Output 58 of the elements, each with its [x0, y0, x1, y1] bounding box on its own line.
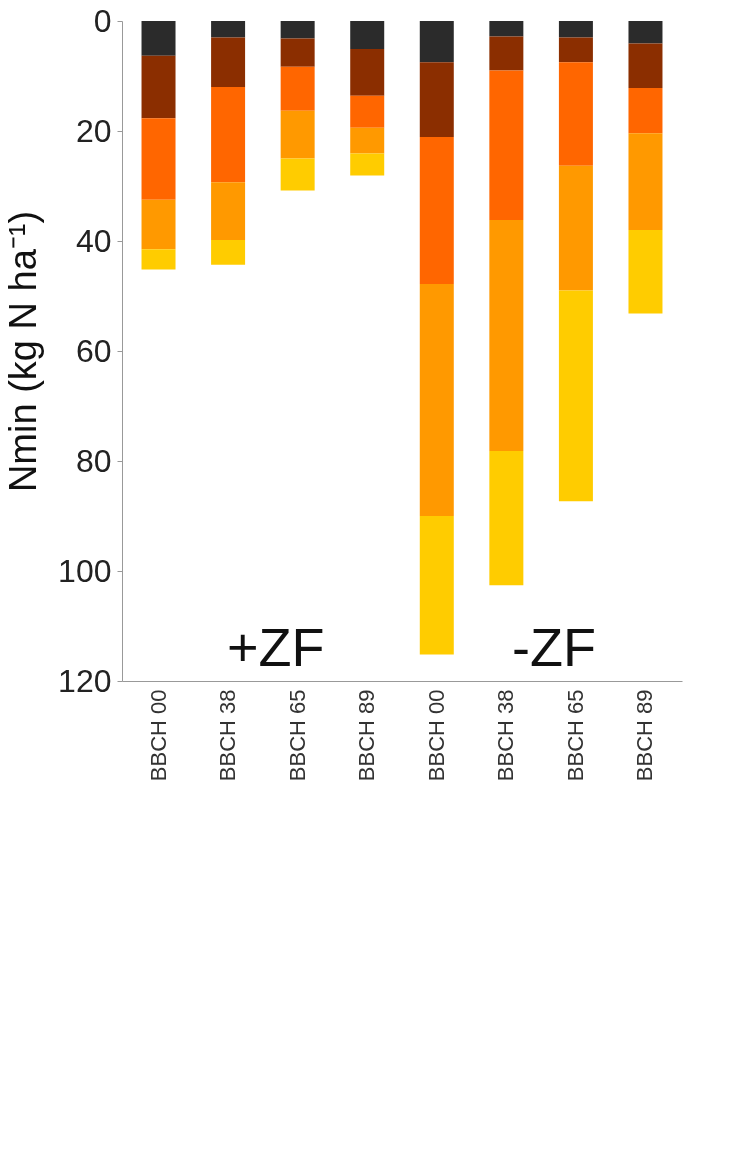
bar: [489, 36, 524, 71]
x-tick-label: BBCH 00: [145, 689, 171, 782]
bar: [419, 516, 454, 655]
bar: [211, 37, 246, 87]
x-tick-label: BBCH 65: [562, 689, 588, 782]
bar: [211, 87, 246, 183]
bar: [141, 21, 176, 56]
bar: [489, 451, 524, 586]
bar: [628, 230, 663, 314]
bar: [211, 182, 246, 240]
bar: [558, 290, 593, 502]
y-axis-title: Nmin (kg N ha⁻¹): [2, 210, 45, 493]
bar: [280, 38, 315, 67]
y-tick-label: 60: [75, 332, 112, 369]
bar: [558, 37, 593, 63]
bar: [280, 66, 315, 111]
bar: [350, 153, 385, 176]
y-tick-label: 20: [75, 112, 112, 149]
bar: [350, 49, 385, 96]
bar: [419, 137, 454, 284]
x-tick-label: BBCH 89: [632, 689, 658, 782]
bar: [489, 70, 524, 221]
y-tick-label: 80: [75, 442, 112, 479]
bar: [211, 21, 246, 38]
annotation: -ZF: [511, 617, 596, 677]
bar: [141, 55, 176, 119]
y-tick-label: 100: [58, 552, 112, 589]
bar: [489, 21, 524, 37]
y-tick-label: 0: [93, 2, 112, 39]
bar: [489, 220, 524, 452]
bar: [419, 62, 454, 138]
bar: [628, 21, 663, 44]
y-tick-label: 120: [58, 662, 112, 699]
x-tick-label: BBCH 38: [215, 689, 241, 782]
bar: [141, 118, 176, 200]
bar: [628, 88, 663, 134]
bar: [419, 283, 454, 516]
y-tick-label: 40: [75, 222, 112, 259]
bar: [558, 62, 593, 166]
bar: [280, 21, 315, 39]
x-tick-label: BBCH 89: [354, 689, 380, 782]
bar: [280, 110, 315, 159]
x-tick-label: BBCH 65: [284, 689, 310, 782]
bar: [628, 43, 663, 89]
bar: [628, 133, 663, 230]
x-tick-label: BBCH 00: [423, 689, 449, 782]
bar: [350, 95, 385, 128]
bar: [211, 239, 246, 265]
bar: [141, 249, 176, 270]
annotation: +ZF: [226, 617, 325, 677]
bar: [280, 158, 315, 191]
bar: [350, 21, 385, 50]
x-tick-label: BBCH 38: [493, 689, 519, 782]
bar: [141, 199, 176, 250]
bar: [419, 21, 454, 63]
bar: [558, 165, 593, 291]
bar: [350, 127, 385, 154]
bar: [558, 21, 593, 38]
